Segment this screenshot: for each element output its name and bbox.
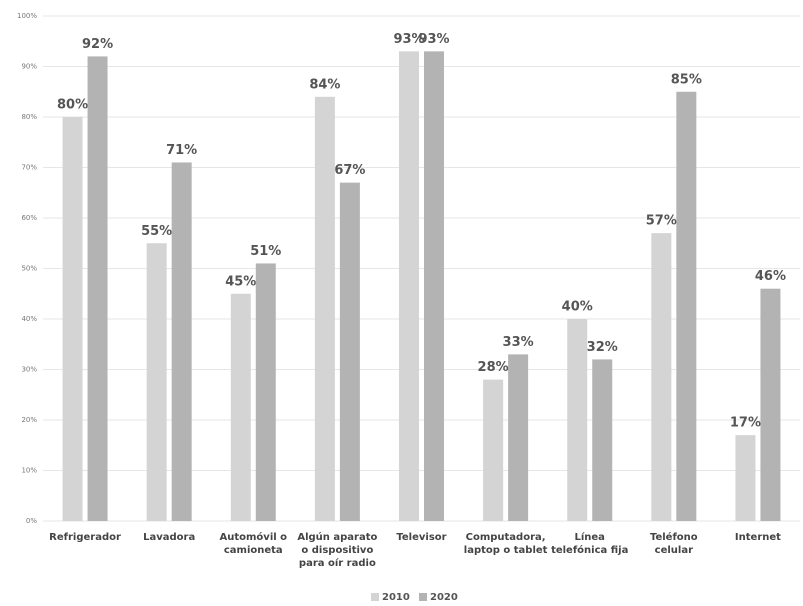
legend-label: 2010 (382, 592, 410, 603)
x-tick-label: Internet (734, 532, 781, 543)
bar (567, 319, 588, 521)
y-tick-label: 0% (26, 517, 37, 525)
value-label: 93% (393, 32, 424, 47)
x-tick-label: Automóvil o camioneta (219, 532, 288, 556)
value-label: 33% (503, 335, 534, 350)
value-label: 55% (141, 224, 172, 239)
value-label: 92% (82, 37, 113, 52)
bar (483, 379, 504, 521)
value-label: 57% (646, 214, 677, 229)
legend-swatch (371, 593, 379, 601)
value-label: 67% (334, 163, 365, 178)
value-label: 40% (562, 300, 593, 315)
bar (399, 51, 419, 521)
bar (760, 288, 781, 521)
value-label: 28% (478, 360, 509, 375)
x-tick-label: Refrigerador (49, 532, 121, 543)
bar (171, 162, 192, 521)
bar (339, 182, 360, 521)
value-label: 32% (587, 340, 618, 355)
value-label: 84% (309, 77, 340, 92)
legend-swatch (419, 593, 427, 601)
x-tick-label: Teléfono celular (649, 532, 698, 556)
y-tick-label: 90% (21, 63, 37, 71)
bar (230, 293, 251, 521)
bar (424, 51, 444, 521)
value-label: 93% (418, 32, 449, 47)
x-tick-label: Línea telefónica fija (551, 532, 629, 556)
y-tick-label: 20% (21, 416, 37, 424)
y-tick-label: 10% (21, 467, 37, 475)
bar (146, 243, 167, 521)
x-tick-label: Computadora, laptop o tablet (463, 532, 548, 556)
x-tick-label: Algún aparato o dispositivo para oír rad… (297, 532, 378, 569)
y-tick-label: 100% (17, 12, 37, 20)
bar (62, 117, 83, 521)
y-tick-label: 80% (21, 113, 37, 121)
bar (255, 263, 276, 521)
y-tick-label: 30% (21, 366, 37, 374)
bar (87, 56, 108, 522)
bar (314, 96, 335, 522)
bar (508, 354, 529, 521)
y-tick-label: 50% (21, 265, 37, 273)
y-tick-label: 70% (21, 164, 37, 172)
value-label: 80% (57, 98, 88, 113)
x-tick-label: Lavadora (143, 532, 196, 543)
y-tick-label: 40% (21, 315, 37, 323)
bar (676, 91, 697, 521)
value-label: 71% (166, 143, 197, 158)
y-tick-label: 60% (21, 214, 37, 222)
value-label: 85% (671, 72, 702, 87)
value-label: 46% (755, 269, 786, 284)
value-label: 51% (250, 244, 281, 259)
value-label: 17% (730, 416, 761, 431)
legend-label: 2020 (430, 592, 458, 603)
bar (592, 359, 613, 521)
bar (651, 233, 672, 521)
bar (735, 435, 756, 521)
x-tick-label: Televisor (396, 532, 447, 543)
value-label: 45% (225, 274, 256, 289)
